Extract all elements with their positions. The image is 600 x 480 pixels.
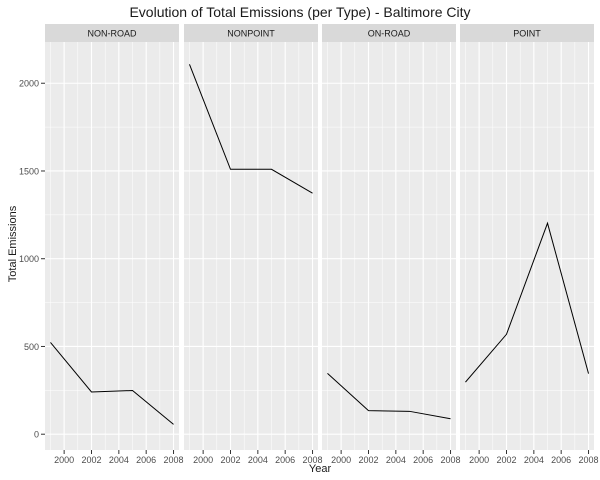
facet-strip-label: NON-ROAD [88, 29, 137, 39]
x-tick-label: 2006 [136, 455, 156, 465]
y-tick-label: 2000 [19, 79, 39, 89]
x-tick-label: 2008 [303, 455, 323, 465]
panel-background [322, 42, 456, 450]
x-tick-label: 2006 [551, 455, 571, 465]
x-tick-label: 2002 [496, 455, 516, 465]
x-tick-label: 2008 [579, 455, 599, 465]
x-tick-label: 2004 [386, 455, 406, 465]
panel-background [184, 42, 318, 450]
facet-panel: NONPOINT 2000 2002 2004 2006 2008 [184, 24, 323, 465]
series-line [189, 64, 313, 194]
x-tick-label: 2000 [469, 455, 489, 465]
chart-title: Evolution of Total Emissions (per Type) … [129, 4, 470, 20]
x-axis-label: Year [309, 463, 332, 475]
series-line [50, 342, 174, 425]
series-line [327, 372, 451, 420]
facet-strip-label: NONPOINT [227, 29, 275, 39]
facet-strip [322, 24, 456, 42]
x-tick-label: 2002 [81, 455, 101, 465]
y-tick-label: 500 [24, 342, 39, 352]
x-tick-label: 2000 [54, 455, 74, 465]
y-tick-label: 1000 [19, 254, 39, 264]
facet-strip [184, 24, 318, 42]
facet-strip-label: ON-ROAD [368, 29, 411, 39]
panel-background [460, 42, 594, 450]
y-tick-label: 0 [34, 430, 39, 440]
facet-panels: NON-ROAD 2000 2002 2004 2006 2008 NONPOINT 2000… [45, 24, 599, 465]
x-tick-label: 2004 [248, 455, 268, 465]
y-tick-label: 1500 [19, 166, 39, 176]
x-tick-label: 2008 [164, 455, 184, 465]
panel-background [45, 42, 179, 450]
x-tick-label: 2008 [441, 455, 461, 465]
facet-strip [460, 24, 594, 42]
x-tick-label: 2006 [275, 455, 295, 465]
x-tick-label: 2006 [413, 455, 433, 465]
facet-panel: POINT 2000 2002 2004 2006 2008 [460, 24, 599, 465]
x-tick-label: 2002 [220, 455, 240, 465]
facet-strip-label: POINT [513, 29, 541, 39]
x-tick-label: 2000 [331, 455, 351, 465]
facet-panel: ON-ROAD 2000 2002 2004 2006 2008 [322, 24, 461, 465]
y-axis-ticks: 0 500 1000 1500 2000 [19, 79, 45, 440]
x-tick-label: 2002 [358, 455, 378, 465]
x-tick-label: 2004 [524, 455, 544, 465]
series-line [465, 221, 590, 383]
facet-panel: NON-ROAD 2000 2002 2004 2006 2008 [45, 24, 184, 465]
facet-strip [45, 24, 179, 42]
y-axis-label: Total Emissions [7, 205, 19, 282]
x-tick-label: 2004 [109, 455, 129, 465]
x-tick-label: 2000 [193, 455, 213, 465]
